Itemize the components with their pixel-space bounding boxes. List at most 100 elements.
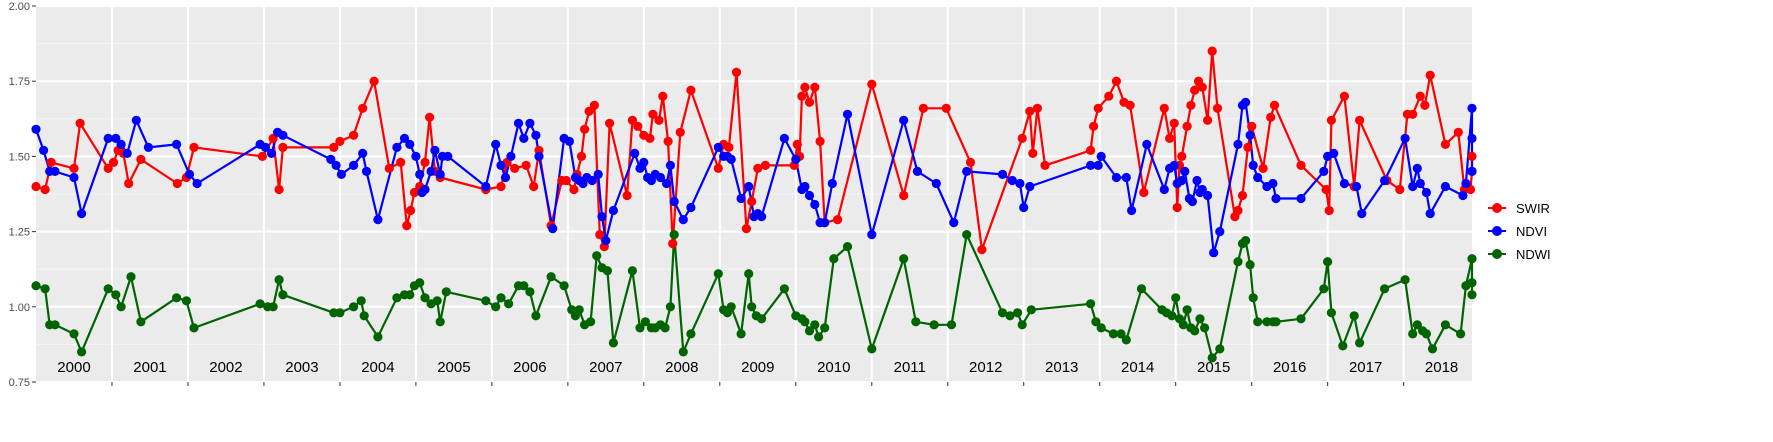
data-point-ndwi: [546, 272, 556, 282]
data-point-swir: [713, 163, 723, 173]
data-point-swir: [510, 163, 520, 173]
data-point-ndvi: [525, 118, 535, 128]
year-label: 2007: [589, 359, 622, 376]
data-point-ndvi: [899, 115, 909, 125]
data-point-ndvi: [1203, 190, 1213, 201]
data-point-swir: [1125, 100, 1135, 110]
year-label: 2002: [209, 359, 242, 376]
data-point-swir: [800, 82, 810, 92]
data-point-swir: [136, 154, 146, 164]
data-point-ndwi: [574, 305, 584, 315]
data-point-ndwi: [814, 332, 824, 342]
data-point-ndwi: [1086, 299, 1096, 309]
data-point-ndwi: [1013, 308, 1023, 318]
data-point-ndwi: [491, 302, 501, 312]
data-point-swir: [75, 118, 85, 128]
year-label: 2018: [1425, 359, 1458, 376]
legend-label-swir: SWIR: [1516, 201, 1550, 216]
data-point-swir: [1212, 103, 1223, 113]
data-point-ndvi: [744, 181, 754, 192]
data-point-ndwi: [356, 296, 366, 306]
y-tick-label: 1.00: [9, 302, 30, 314]
data-point-ndwi: [1323, 257, 1333, 267]
data-point-swir: [580, 124, 590, 134]
data-point-ndvi: [1271, 193, 1281, 204]
data-point-ndwi: [899, 254, 909, 264]
data-point-swir: [1089, 121, 1099, 131]
data-point-ndvi: [1015, 178, 1025, 189]
data-point-ndvi: [39, 145, 49, 155]
legend-label-ndwi: NDWI: [1516, 247, 1551, 262]
data-point-swir: [576, 151, 587, 161]
data-point-ndvi: [1380, 175, 1390, 186]
data-point-swir: [1324, 205, 1334, 216]
data-point-swir: [792, 139, 802, 149]
data-point-swir: [335, 136, 345, 146]
data-point-ndvi: [1421, 187, 1431, 198]
data-point-ndvi: [1111, 172, 1121, 183]
data-point-ndwi: [1245, 260, 1255, 270]
year-label: 2011: [894, 359, 926, 376]
year-label: 2013: [1045, 359, 1078, 376]
data-point-ndvi: [1245, 130, 1255, 140]
data-point-ndvi: [1329, 148, 1339, 158]
data-point-ndwi: [678, 347, 688, 357]
y-axis: 0.75 1.00 1.25 1.50 1.75 2.00: [9, 1, 1405, 389]
data-point-ndwi: [592, 251, 602, 261]
data-point-ndwi: [1338, 341, 1348, 351]
data-point-swir: [1258, 163, 1268, 173]
data-point-ndwi: [962, 230, 972, 240]
year-label: 2015: [1197, 359, 1230, 376]
data-point-ndvi: [103, 133, 113, 143]
data-point-ndwi: [441, 287, 451, 297]
data-point-swir: [741, 224, 752, 234]
data-point-swir: [1177, 151, 1187, 161]
data-point-ndvi: [757, 212, 767, 222]
data-point-ndvi: [415, 169, 425, 179]
data-point-swir: [1247, 121, 1257, 131]
data-point-ndwi: [1195, 314, 1205, 324]
data-point-ndwi: [820, 323, 830, 333]
data-point-ndwi: [1096, 323, 1106, 333]
data-point-ndvi: [639, 157, 649, 167]
data-point-swir: [46, 157, 56, 167]
data-point-ndvi: [111, 133, 121, 143]
data-point-ndvi: [373, 215, 383, 225]
data-point-ndwi: [359, 311, 369, 321]
data-point-ndvi: [655, 172, 666, 183]
data-point-ndvi: [1180, 166, 1190, 176]
legend-key-point-ndwi: [1492, 249, 1502, 259]
data-point-ndwi: [747, 302, 757, 312]
data-point-ndwi: [713, 269, 723, 279]
data-point-ndwi: [1017, 320, 1027, 330]
data-point-ndvi: [399, 133, 410, 143]
data-point-swir: [584, 106, 594, 116]
data-point-ndwi: [829, 254, 839, 264]
data-point-ndwi: [435, 317, 445, 327]
data-point-ndvi: [50, 166, 60, 176]
data-point-ndvi: [513, 118, 524, 128]
data-point-ndvi: [336, 169, 346, 179]
data-point-ndvi: [1458, 190, 1468, 201]
data-point-ndvi: [608, 205, 619, 216]
data-point-ndvi: [662, 178, 672, 189]
data-point-ndwi: [1005, 311, 1015, 321]
year-label: 2006: [513, 359, 546, 376]
data-point-ndvi: [184, 169, 195, 179]
data-point-swir: [1139, 187, 1149, 198]
data-point-ndvi: [949, 218, 959, 228]
data-point-ndwi: [1171, 293, 1181, 303]
data-point-ndwi: [504, 299, 514, 309]
data-point-ndvi: [1159, 184, 1169, 195]
data-point-ndvi: [997, 169, 1008, 179]
data-point-ndvi: [1197, 184, 1207, 195]
y-tick-label: 1.50: [9, 151, 30, 163]
data-point-ndvi: [1408, 181, 1418, 192]
data-point-ndwi: [415, 278, 425, 288]
data-point-ndvi: [1142, 139, 1152, 149]
data-point-ndvi: [1339, 178, 1349, 189]
data-point-swir: [31, 181, 41, 192]
data-point-ndvi: [443, 151, 453, 161]
data-point-ndvi: [420, 184, 430, 195]
data-point-ndwi: [1200, 323, 1210, 333]
